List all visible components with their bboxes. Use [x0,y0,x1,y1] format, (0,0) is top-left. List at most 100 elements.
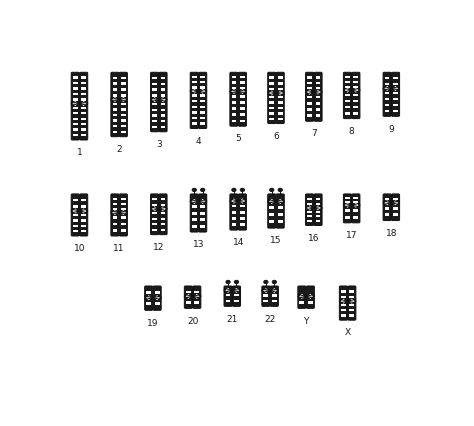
FancyBboxPatch shape [112,78,117,80]
FancyBboxPatch shape [240,77,245,79]
Ellipse shape [278,189,283,192]
FancyBboxPatch shape [112,131,117,134]
FancyBboxPatch shape [354,95,358,97]
FancyBboxPatch shape [316,221,320,223]
FancyBboxPatch shape [152,89,157,92]
FancyBboxPatch shape [352,204,360,223]
FancyBboxPatch shape [111,212,119,236]
FancyBboxPatch shape [145,297,153,311]
FancyBboxPatch shape [268,194,276,203]
FancyBboxPatch shape [121,120,126,123]
FancyBboxPatch shape [121,199,126,201]
FancyBboxPatch shape [269,89,274,91]
Polygon shape [353,88,358,91]
FancyBboxPatch shape [152,95,157,98]
FancyBboxPatch shape [383,88,391,117]
FancyBboxPatch shape [278,97,283,99]
FancyBboxPatch shape [192,123,197,125]
FancyBboxPatch shape [153,286,161,299]
Polygon shape [231,92,237,95]
FancyBboxPatch shape [385,78,390,80]
Polygon shape [121,213,126,216]
Polygon shape [307,93,312,95]
FancyBboxPatch shape [238,91,246,127]
FancyBboxPatch shape [316,216,320,218]
FancyBboxPatch shape [111,194,119,214]
FancyBboxPatch shape [231,96,237,98]
FancyBboxPatch shape [306,207,314,226]
FancyBboxPatch shape [190,91,198,129]
FancyBboxPatch shape [269,221,274,224]
FancyBboxPatch shape [73,83,78,85]
FancyBboxPatch shape [341,291,346,293]
Text: 3: 3 [156,140,162,149]
FancyBboxPatch shape [307,109,312,112]
FancyBboxPatch shape [82,205,86,208]
FancyBboxPatch shape [112,217,117,219]
FancyBboxPatch shape [385,207,390,210]
FancyBboxPatch shape [339,300,347,320]
FancyBboxPatch shape [354,77,358,79]
FancyBboxPatch shape [153,297,161,311]
FancyBboxPatch shape [354,202,358,204]
FancyBboxPatch shape [201,82,205,84]
Text: 13: 13 [193,240,204,249]
FancyBboxPatch shape [82,124,86,126]
Text: 9: 9 [389,124,394,133]
FancyBboxPatch shape [385,110,390,113]
FancyBboxPatch shape [152,126,157,129]
FancyBboxPatch shape [343,204,352,223]
Polygon shape [112,100,118,103]
FancyBboxPatch shape [121,89,126,92]
FancyBboxPatch shape [306,194,314,210]
FancyBboxPatch shape [316,88,320,90]
Polygon shape [240,199,245,201]
Text: 5: 5 [235,134,241,143]
FancyBboxPatch shape [201,87,205,89]
Polygon shape [269,94,274,96]
Polygon shape [152,101,157,103]
FancyBboxPatch shape [307,115,312,118]
FancyBboxPatch shape [201,101,205,103]
FancyBboxPatch shape [73,88,78,91]
FancyBboxPatch shape [240,87,245,89]
FancyBboxPatch shape [152,229,157,231]
FancyBboxPatch shape [201,95,205,98]
Polygon shape [393,203,398,206]
FancyBboxPatch shape [308,301,313,304]
FancyBboxPatch shape [145,286,153,299]
Text: 8: 8 [349,127,355,135]
Polygon shape [341,302,346,304]
FancyBboxPatch shape [345,77,350,79]
Text: 18: 18 [385,228,397,237]
FancyBboxPatch shape [73,77,78,80]
FancyBboxPatch shape [226,300,230,302]
FancyBboxPatch shape [224,286,232,291]
FancyBboxPatch shape [230,201,238,230]
FancyBboxPatch shape [345,95,350,97]
FancyBboxPatch shape [161,229,165,231]
FancyBboxPatch shape [234,294,239,296]
FancyBboxPatch shape [112,109,117,111]
FancyBboxPatch shape [152,204,157,207]
FancyBboxPatch shape [278,102,283,104]
FancyBboxPatch shape [269,108,274,110]
FancyBboxPatch shape [343,194,352,207]
FancyBboxPatch shape [184,286,192,298]
FancyBboxPatch shape [161,78,165,80]
FancyBboxPatch shape [392,88,400,117]
FancyBboxPatch shape [385,104,390,107]
FancyBboxPatch shape [383,202,391,221]
Text: 11: 11 [113,244,125,253]
FancyBboxPatch shape [393,104,398,107]
FancyBboxPatch shape [314,207,322,226]
Polygon shape [269,91,274,94]
FancyBboxPatch shape [349,310,354,312]
FancyBboxPatch shape [264,300,268,303]
FancyBboxPatch shape [349,291,354,293]
FancyBboxPatch shape [354,198,358,199]
Polygon shape [384,203,390,206]
FancyBboxPatch shape [190,194,198,203]
Polygon shape [299,296,304,299]
FancyBboxPatch shape [73,94,78,96]
